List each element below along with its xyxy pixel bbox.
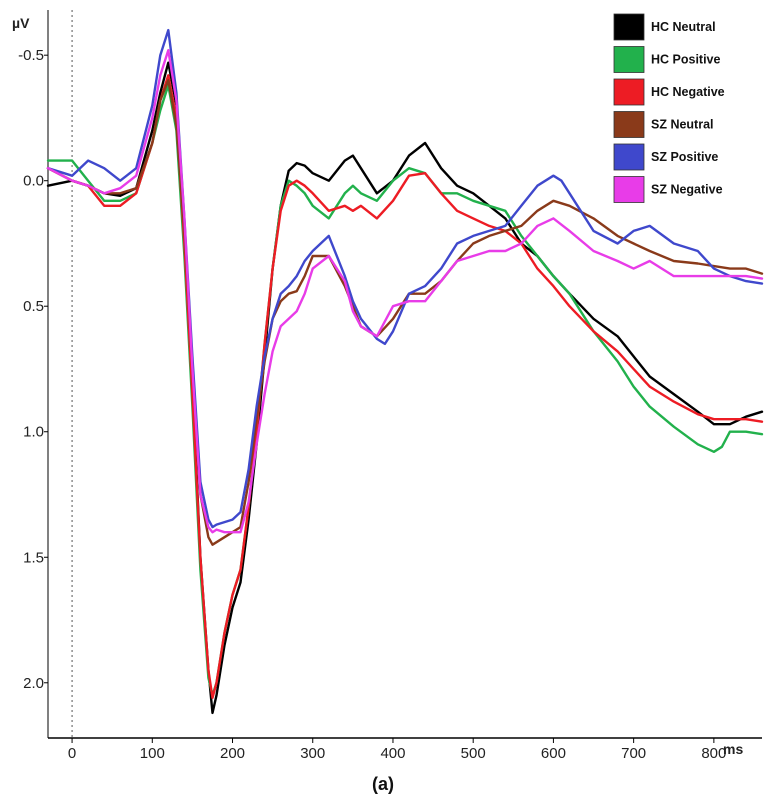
plot-area	[47, 10, 762, 739]
x-tick-label: 400	[380, 745, 405, 762]
series-line-hc-negative	[46, 74, 764, 699]
y-tick-label: 0.0	[23, 173, 44, 190]
legend-label: SZ Negative	[651, 183, 723, 197]
legend-swatch	[613, 46, 645, 73]
y-tick-label: 1.5	[23, 549, 44, 566]
y-tick-label: -0.5	[18, 47, 44, 64]
x-axis-ticks: 0 100 200 300 400 500 600 700 800	[68, 738, 726, 762]
series-lines	[46, 28, 764, 715]
y-tick-label: 2.0	[23, 675, 44, 692]
legend-label: HC Negative	[651, 85, 725, 99]
x-tick-label: 300	[300, 745, 325, 762]
x-tick-label: 600	[541, 745, 566, 762]
x-tick-label: 0	[68, 745, 76, 762]
series-line-sz-neutral	[46, 79, 764, 546]
legend-label: SZ Positive	[651, 150, 718, 164]
legend-swatch	[613, 78, 645, 106]
legend-swatch	[613, 111, 645, 138]
legend-label: HC Positive	[651, 53, 721, 67]
y-axis-unit-label: µV	[12, 15, 30, 31]
legend-swatch	[613, 176, 645, 203]
x-tick-label: 800	[701, 745, 726, 762]
series-line-sz-negative	[46, 49, 764, 534]
y-tick-label: 0.5	[23, 298, 44, 315]
legend-swatch	[613, 143, 645, 171]
x-tick-label: 200	[220, 745, 245, 762]
x-axis-unit-label: ms	[723, 741, 743, 757]
panel-label: (a)	[372, 774, 394, 794]
x-tick-label: 500	[461, 745, 486, 762]
legend: HC Neutral HC Positive HC Negative SZ Neutr…	[613, 13, 725, 203]
legend-label: SZ Neutral	[651, 118, 714, 132]
y-axis-ticks: -0.5 0.0 0.5 1.0 1.5 2.0	[18, 47, 48, 692]
x-tick-label: 700	[621, 745, 646, 762]
legend-label: HC Neutral	[651, 20, 716, 34]
x-tick-label: 100	[140, 745, 165, 762]
legend-swatch	[613, 13, 645, 41]
y-tick-label: 1.0	[23, 424, 44, 441]
